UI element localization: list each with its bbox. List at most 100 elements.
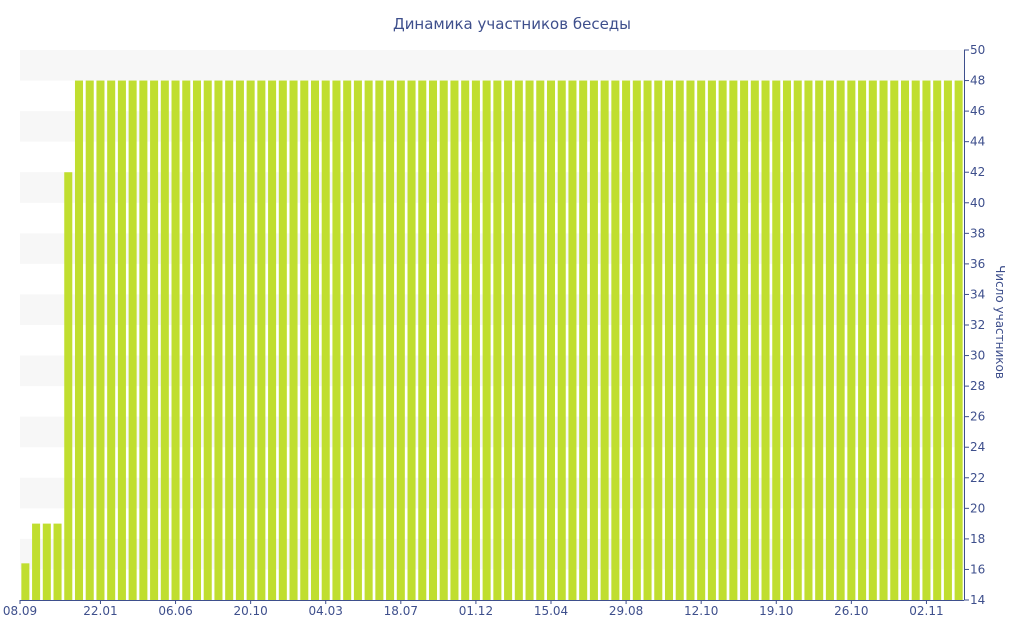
bar[interactable] [493, 80, 502, 601]
bar[interactable] [182, 80, 191, 601]
bar[interactable] [64, 172, 73, 600]
bar[interactable] [900, 80, 910, 601]
bar[interactable] [310, 80, 320, 601]
bar[interactable] [858, 80, 867, 601]
bar[interactable] [214, 80, 223, 601]
bar[interactable] [203, 80, 212, 601]
bar[interactable] [793, 80, 802, 601]
bar[interactable] [815, 80, 824, 601]
bar[interactable] [107, 80, 116, 601]
bar[interactable] [879, 80, 888, 601]
bar[interactable] [160, 80, 169, 601]
bar[interactable] [407, 80, 416, 601]
bar[interactable] [268, 80, 277, 601]
bar[interactable] [868, 80, 877, 601]
bar[interactable] [225, 80, 234, 601]
x-tick-label: 20.10 [233, 604, 267, 618]
bar[interactable] [890, 80, 899, 601]
bar[interactable] [782, 80, 792, 601]
bar[interactable] [579, 80, 588, 601]
bar[interactable] [546, 80, 556, 601]
bar[interactable] [139, 80, 148, 601]
bar[interactable] [418, 80, 427, 601]
bar[interactable] [718, 80, 727, 601]
bar[interactable] [85, 80, 94, 601]
bar[interactable] [150, 80, 159, 601]
bar[interactable] [21, 563, 30, 600]
bar[interactable] [96, 80, 105, 601]
bar[interactable] [257, 80, 266, 601]
y-tick-label: 30 [970, 349, 985, 363]
bar[interactable] [192, 80, 202, 601]
bar[interactable] [772, 80, 781, 601]
bar[interactable] [836, 80, 845, 601]
bar[interactable] [557, 80, 566, 601]
bar[interactable] [74, 80, 84, 601]
y-tick-label: 20 [970, 501, 985, 515]
bar[interactable] [697, 80, 706, 601]
bar[interactable] [375, 80, 384, 601]
bar[interactable] [729, 80, 738, 601]
bar[interactable] [911, 80, 920, 601]
bar[interactable] [450, 80, 459, 601]
bar[interactable] [825, 80, 834, 601]
bar[interactable] [428, 80, 438, 601]
bar[interactable] [332, 80, 341, 601]
bar[interactable] [675, 80, 684, 601]
y-tick-label: 46 [970, 104, 985, 118]
bar[interactable] [439, 80, 448, 601]
bar[interactable] [750, 80, 759, 601]
bar[interactable] [654, 80, 663, 601]
bar[interactable] [804, 80, 813, 601]
bar[interactable] [847, 80, 856, 601]
bar[interactable] [321, 80, 330, 601]
bar[interactable] [504, 80, 513, 601]
x-tick-label: 01.12 [459, 604, 493, 618]
bar[interactable] [289, 80, 298, 601]
bar[interactable] [514, 80, 523, 601]
bar[interactable] [364, 80, 373, 601]
bar[interactable] [396, 80, 405, 601]
bar[interactable] [632, 80, 641, 601]
bar[interactable] [568, 80, 577, 601]
bar[interactable] [740, 80, 749, 601]
bar[interactable] [343, 80, 352, 601]
bar[interactable] [589, 80, 598, 601]
y-axis-title: Число участников [993, 265, 1007, 379]
bar[interactable] [933, 80, 942, 601]
bar[interactable] [622, 80, 631, 601]
bar[interactable] [353, 80, 362, 601]
bar[interactable] [482, 80, 491, 601]
bar[interactable] [664, 80, 674, 601]
bar[interactable] [171, 80, 180, 601]
bar[interactable] [53, 523, 62, 600]
x-axis: 08.09 22.01 06.06 20.10 04.03 18.07 01.12 15.04… [3, 600, 964, 618]
y-tick-label: 26 [970, 410, 985, 424]
bar[interactable] [600, 80, 609, 601]
bar[interactable] [761, 80, 770, 601]
bar[interactable] [32, 523, 41, 600]
y-axis: 14 16 18 20 22 24 26 28 30 32 34 36 38 40 42 44 46 48 50 [964, 43, 985, 607]
x-tick-label: 22.01 [83, 604, 117, 618]
y-tick-label: 38 [970, 226, 985, 240]
bar[interactable] [525, 80, 534, 601]
bar[interactable] [707, 80, 716, 601]
bar[interactable] [686, 80, 695, 601]
bar[interactable] [643, 80, 652, 601]
bar[interactable] [278, 80, 287, 601]
bar[interactable] [461, 80, 470, 601]
bar[interactable] [471, 80, 480, 601]
bar[interactable] [42, 523, 51, 600]
bar[interactable] [117, 80, 126, 601]
bar[interactable] [943, 80, 952, 601]
bar[interactable] [611, 80, 620, 601]
bar[interactable] [300, 80, 309, 601]
bar[interactable] [246, 80, 255, 601]
bar[interactable] [922, 80, 931, 601]
bar[interactable] [954, 80, 963, 601]
bar[interactable] [536, 80, 545, 601]
bar[interactable] [128, 80, 137, 601]
bar[interactable] [235, 80, 244, 601]
bar[interactable] [386, 80, 395, 601]
